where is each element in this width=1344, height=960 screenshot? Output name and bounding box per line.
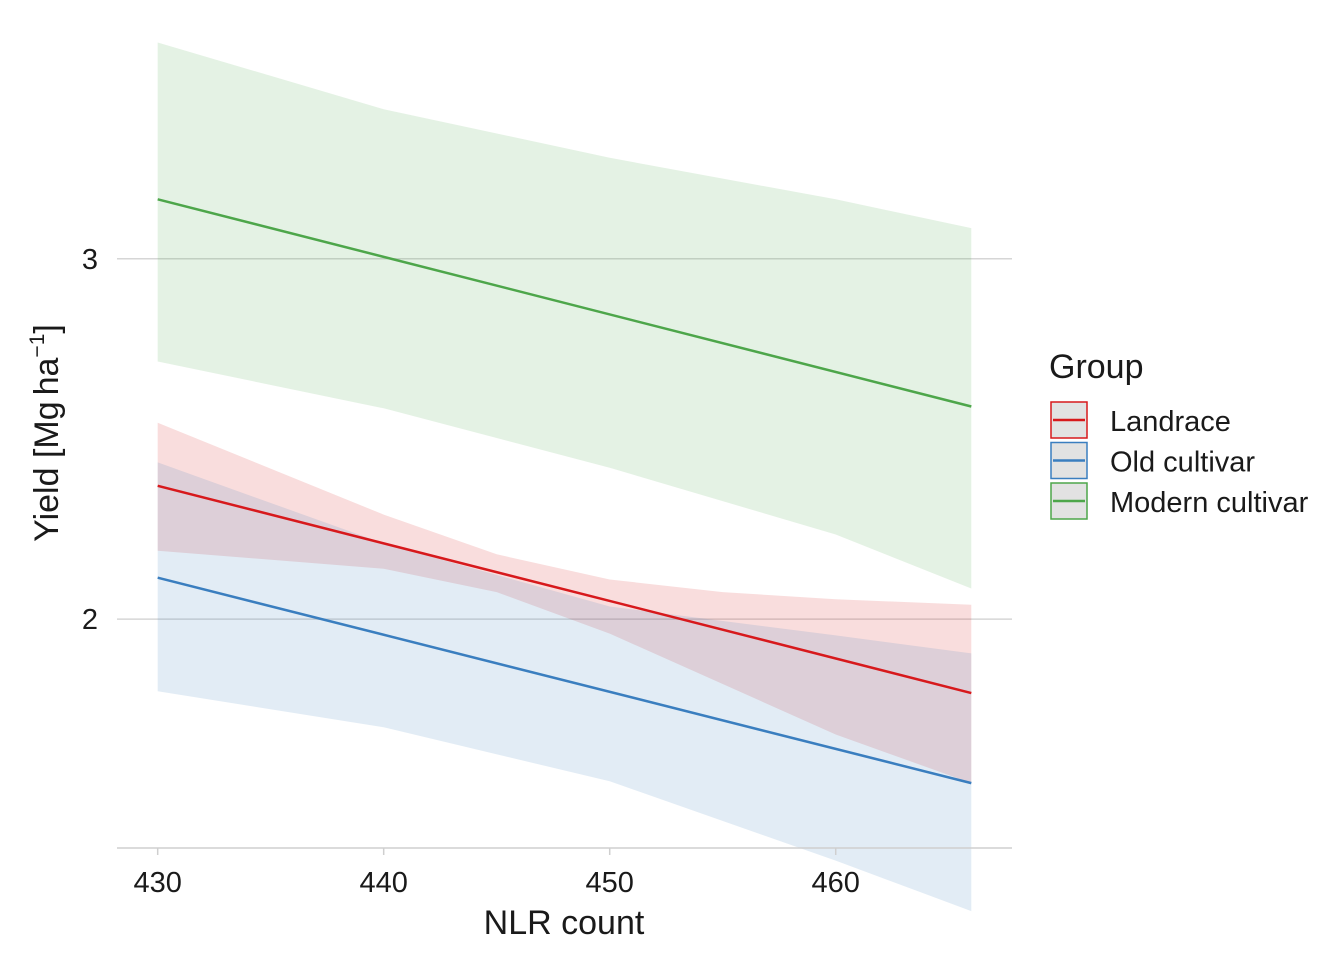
legend-label-modern-cultivar: Modern cultivar <box>1110 487 1309 519</box>
ribbon-modern-cultivar <box>157 42 972 589</box>
legend: Group Landrace Old cultivar Modern cultiva… <box>1049 348 1309 520</box>
legend-label-old-cultivar: Old cultivar <box>1110 447 1255 479</box>
y-axis-title-suffix: ] <box>28 324 66 333</box>
x-tick-label-430: 430 <box>133 867 181 899</box>
x-tick-label-460: 460 <box>812 867 860 899</box>
legend-label-landrace: Landrace <box>1110 406 1231 438</box>
legend-item-landrace: Landrace <box>1050 401 1231 439</box>
x-tick-label-440: 440 <box>359 867 407 899</box>
legend-item-old-cultivar: Old cultivar <box>1050 441 1255 480</box>
y-axis-ticks: 23 <box>82 244 98 636</box>
line-modern-cultivar <box>157 198 972 408</box>
y-axis-title-exponent: −1 <box>26 334 49 358</box>
line-old-cultivar <box>157 576 972 785</box>
x-tick-label-450: 450 <box>586 867 634 899</box>
y-tick-label-3: 3 <box>82 244 98 276</box>
gridlines <box>117 258 1012 620</box>
y-axis-title-unit: ha <box>28 357 66 395</box>
y-tick-label-2: 2 <box>82 604 98 636</box>
y-axis-title-prefix: Yield [Mg <box>28 401 66 541</box>
legend-title: Group <box>1049 348 1144 386</box>
ribbon-old-cultivar <box>157 462 972 912</box>
legend-item-modern-cultivar: Modern cultivar <box>1050 482 1309 520</box>
series-lines <box>157 198 972 785</box>
line-landrace <box>157 484 972 695</box>
ribbon-landrace <box>157 422 972 784</box>
x-axis-ticks: 430 440 450 460 <box>133 848 860 899</box>
x-axis-title: NLR count <box>484 904 645 942</box>
confidence-ribbons <box>157 42 972 912</box>
y-axis-title: Yield [Mg ha−1] <box>26 324 66 542</box>
